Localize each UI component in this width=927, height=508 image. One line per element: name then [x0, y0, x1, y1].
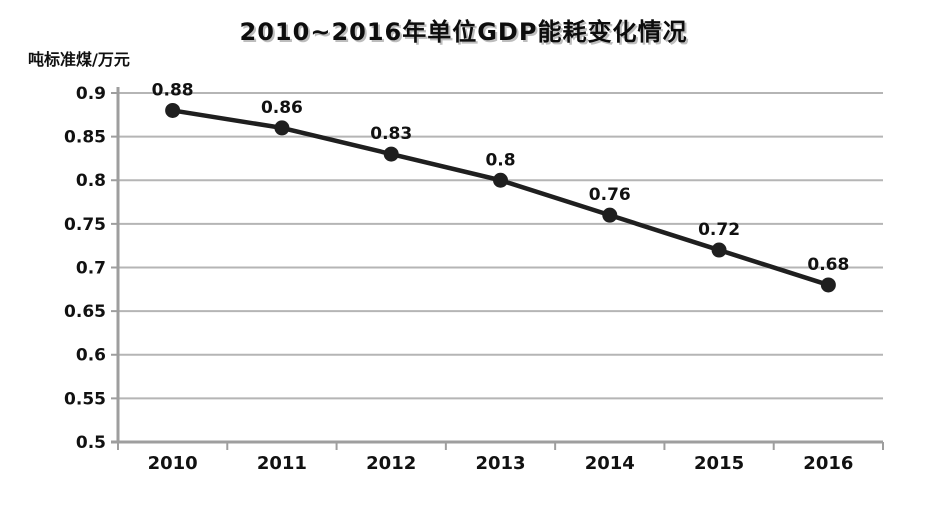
- y-tick-label: 0.9: [76, 84, 106, 104]
- x-tick-label: 2011: [257, 453, 307, 474]
- x-tick-label: 2012: [366, 453, 416, 474]
- data-point: [820, 277, 836, 293]
- x-tick-label: 2014: [585, 453, 635, 474]
- y-tick-label: 0.5: [76, 433, 106, 453]
- data-point: [383, 146, 399, 162]
- x-tick-label: 2016: [803, 453, 853, 474]
- data-point: [493, 172, 508, 188]
- data-point-label: 0.76: [589, 185, 631, 205]
- data-point-label: 0.86: [261, 98, 303, 118]
- data-point-label: 0.83: [370, 124, 412, 144]
- y-tick-label: 0.6: [76, 346, 106, 366]
- y-tick-label: 0.75: [64, 215, 106, 235]
- data-point-label: 0.88: [152, 80, 194, 100]
- data-point: [602, 207, 618, 223]
- y-axis-unit-label: 吨标准煤/万元: [28, 50, 130, 69]
- data-point: [274, 120, 290, 136]
- data-point-label: 0.8: [485, 150, 515, 170]
- data-point-label: 0.72: [698, 220, 740, 240]
- y-tick-label: 0.85: [64, 128, 106, 148]
- data-point: [165, 102, 181, 118]
- y-tick-label: 0.55: [64, 389, 106, 409]
- x-tick-label: 2010: [148, 453, 198, 474]
- y-tick-label: 0.8: [76, 171, 106, 191]
- x-tick-label: 2013: [475, 453, 525, 474]
- x-tick-label: 2015: [694, 453, 744, 474]
- data-point: [711, 242, 727, 258]
- chart-title: 2010~2016年单位GDP能耗变化情况: [239, 18, 688, 46]
- y-tick-label: 0.7: [76, 258, 106, 278]
- y-tick-label: 0.65: [64, 302, 106, 322]
- data-point-label: 0.68: [807, 255, 849, 275]
